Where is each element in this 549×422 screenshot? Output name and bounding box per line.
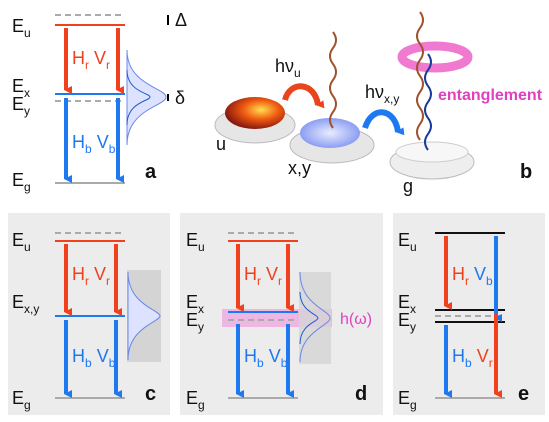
- text-part: b: [281, 356, 288, 370]
- text-part: E: [186, 292, 198, 312]
- text-part: H: [244, 264, 257, 284]
- text-part: V: [269, 346, 281, 366]
- text-part: V: [474, 264, 486, 284]
- text-part: V: [97, 132, 109, 152]
- text-part: u: [24, 26, 31, 40]
- dot-u: [225, 97, 285, 129]
- text-part: u: [198, 240, 205, 254]
- arrow: [285, 86, 318, 105]
- text-part: E: [12, 388, 24, 408]
- label: x,y: [288, 158, 311, 178]
- text-part: x: [24, 86, 30, 100]
- panel-label: a: [145, 161, 157, 183]
- text-part: hν: [275, 56, 294, 76]
- text-part: E: [12, 292, 24, 312]
- text-part: E: [12, 94, 24, 114]
- text-part: x: [410, 302, 416, 316]
- text-part: E: [12, 76, 24, 96]
- figure: EuExEyEgHr VrHb VbΔδahνuhνx,yux,ygentang…: [0, 0, 549, 422]
- text-part: r: [489, 356, 493, 370]
- text-part: x: [198, 302, 204, 316]
- text-part: u: [410, 240, 417, 254]
- text-part: b: [109, 142, 116, 156]
- text-part: b: [109, 356, 116, 370]
- label: g: [403, 176, 413, 196]
- label: u: [216, 134, 226, 154]
- text-part: H: [72, 48, 85, 68]
- panel-b: [215, 12, 474, 179]
- text-part: g: [410, 398, 417, 412]
- text-part: u: [24, 240, 31, 254]
- text-part: g: [24, 398, 31, 412]
- text-part: V: [477, 346, 489, 366]
- text-part: H: [452, 346, 465, 366]
- label: h(ω): [340, 311, 372, 328]
- label: Hr Vr: [72, 48, 110, 73]
- text-part: E: [12, 170, 24, 190]
- text-part: g: [24, 180, 31, 194]
- arrow: [365, 112, 398, 132]
- label: entanglement: [438, 87, 543, 104]
- lineshape: [127, 50, 166, 145]
- dot-g: [396, 142, 468, 162]
- panel-label: e: [518, 383, 529, 405]
- text-part: E: [398, 230, 410, 250]
- label: Δ: [175, 10, 187, 30]
- text-part: x,y: [384, 92, 399, 106]
- text-part: V: [94, 264, 106, 284]
- text-part: b: [486, 274, 493, 288]
- text-part: E: [398, 388, 410, 408]
- filter-box: [299, 272, 331, 364]
- text-part: H: [72, 132, 85, 152]
- text-part: E: [12, 230, 24, 250]
- label: δ: [175, 88, 185, 108]
- text-part: r: [278, 274, 282, 288]
- text-part: r: [106, 274, 110, 288]
- text-part: r: [106, 58, 110, 72]
- photon: [330, 32, 336, 128]
- text-part: hν: [365, 82, 384, 102]
- text-part: H: [244, 346, 257, 366]
- panel-label: b: [520, 161, 532, 183]
- text-part: V: [97, 346, 109, 366]
- text-part: H: [72, 346, 85, 366]
- label: hνu: [275, 56, 301, 80]
- text-part: u: [294, 66, 301, 80]
- text-part: y: [410, 320, 416, 334]
- text-part: E: [398, 310, 410, 330]
- text-part: E: [186, 388, 198, 408]
- label: Eu: [12, 16, 31, 40]
- panel-label: c: [145, 383, 156, 405]
- label: hνx,y: [365, 82, 399, 106]
- text-part: x,y: [24, 302, 39, 316]
- text-part: H: [452, 264, 465, 284]
- text-part: E: [186, 310, 198, 330]
- label: Hb Vb: [72, 132, 116, 157]
- text-part: E: [398, 292, 410, 312]
- text-part: E: [186, 230, 198, 250]
- text-part: y: [24, 104, 30, 118]
- text-part: V: [94, 48, 106, 68]
- panel-label: d: [355, 383, 367, 405]
- text-part: E: [12, 16, 24, 36]
- photon: [417, 12, 423, 140]
- entanglement-ring: [402, 46, 468, 68]
- text-part: y: [198, 320, 204, 334]
- text-part: H: [72, 264, 85, 284]
- text-part: V: [266, 264, 278, 284]
- text-part: g: [198, 398, 205, 412]
- panel-a: [55, 15, 168, 183]
- label: Eg: [12, 170, 31, 194]
